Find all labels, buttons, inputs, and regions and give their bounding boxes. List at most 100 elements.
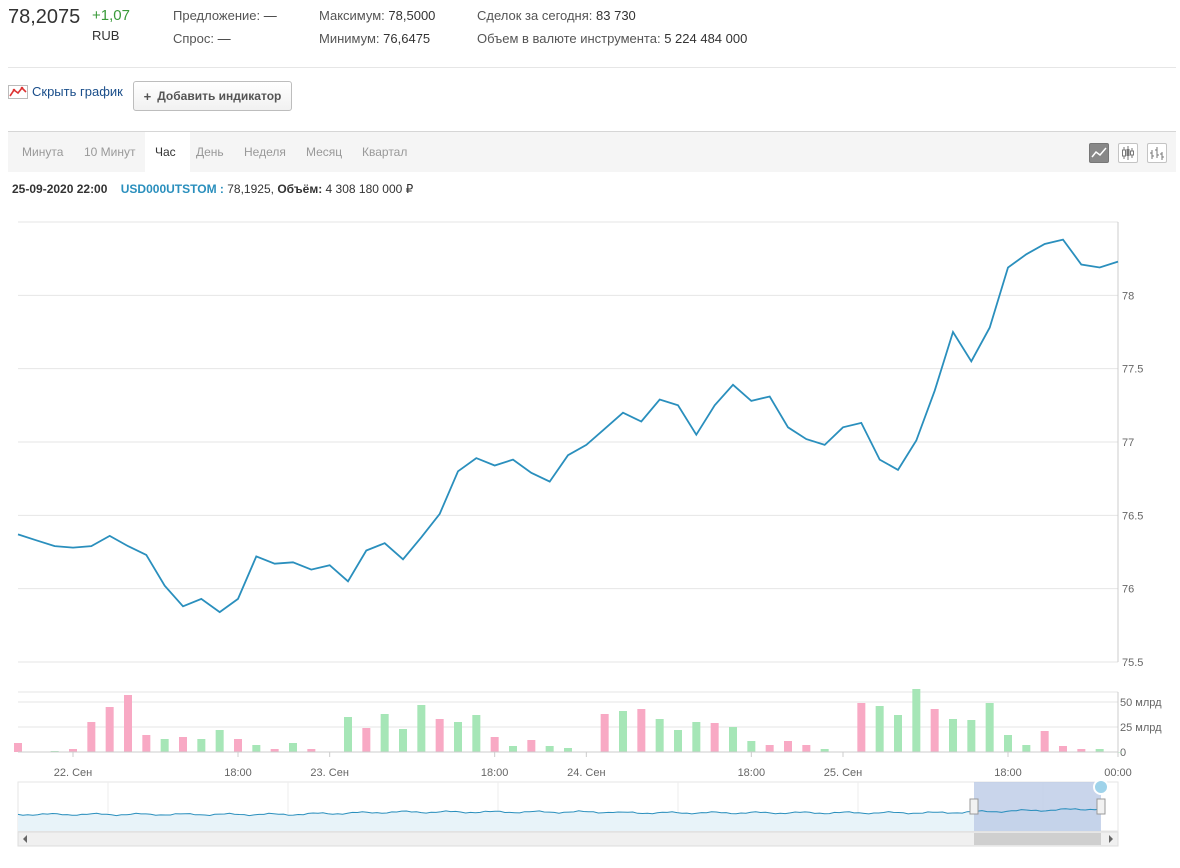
- tab-week[interactable]: Неделя: [244, 145, 286, 159]
- volume-tick-label: 0: [1120, 747, 1126, 759]
- volume-bar: [252, 745, 261, 752]
- navigator-line: [17, 808, 1101, 817]
- bid-value: —: [217, 31, 231, 46]
- last-price: 78,2075: [8, 6, 81, 28]
- tab-month[interactable]: Месяц: [306, 145, 343, 159]
- price-chart[interactable]: 75.5 76 76.5 77 77.5 78 0 25 млрд 50 млрд 22. С…: [0, 210, 1180, 868]
- volume-bar: [344, 717, 352, 752]
- scrollbar-track: [17, 831, 1119, 847]
- time-tick-label: 18:00: [481, 767, 509, 779]
- volume-bar: [655, 719, 664, 752]
- deals-stat: Сделок за сегодня: 83 730: [477, 8, 636, 23]
- price-tick-label: 76: [1122, 584, 1134, 596]
- header-divider: [8, 67, 1176, 68]
- offer-stat: Предложение: —: [173, 8, 277, 23]
- scrollbar-thumb[interactable]: [974, 833, 1101, 845]
- tab-10-minutes[interactable]: 10 Минут: [84, 145, 136, 159]
- volume-tick-label: 50 млрд: [1120, 697, 1162, 709]
- hide-chart-link[interactable]: Скрыть график: [8, 84, 123, 99]
- tab-minute[interactable]: Минута: [22, 145, 64, 159]
- navigator-area: [18, 808, 1100, 831]
- volume-bar: [197, 739, 206, 752]
- volume-bar: [307, 749, 316, 752]
- ohlc-bar-icon[interactable]: [1147, 143, 1167, 163]
- volume-bar: [527, 740, 536, 752]
- timeframe-tabs: Минута 10 Минут Час День Неделя Месяц Кв…: [8, 131, 1176, 172]
- volume-bar: [14, 743, 22, 752]
- info-volume-value: 4 308 180 000 ₽: [325, 182, 414, 196]
- volume-bar: [729, 727, 737, 752]
- volume-bar: [160, 739, 169, 752]
- volume-bar: [1077, 749, 1086, 752]
- min-value: 76,6475: [383, 31, 431, 46]
- time-tick-label: 25. Сен: [824, 767, 862, 779]
- info-volume-label: Объём:: [277, 182, 323, 196]
- volume-bar: [124, 695, 132, 752]
- navigator-handle-left[interactable]: [969, 798, 979, 815]
- navigator-selection: [974, 782, 1101, 831]
- volume-value: 5 224 484 000: [664, 31, 748, 46]
- currency-label: RUB: [92, 28, 120, 43]
- volume-bar: [949, 719, 957, 752]
- bid-stat: Спрос: —: [173, 31, 231, 46]
- line-chart-icon[interactable]: [1089, 143, 1109, 163]
- scroll-right-arrow-icon[interactable]: [1109, 835, 1113, 843]
- tab-quarter[interactable]: Квартал: [362, 145, 408, 159]
- volume-bar: [490, 737, 499, 752]
- time-tick-label: 00:00: [1104, 767, 1132, 779]
- volume-bar: [875, 706, 884, 752]
- volume-bar: [1095, 749, 1104, 752]
- time-tick-label: 18:00: [738, 767, 766, 779]
- volume-bar: [1022, 745, 1031, 752]
- info-datetime: 25-09-2020 22:00: [12, 182, 108, 196]
- price-change: +1,07: [92, 7, 130, 24]
- max-stat: Максимум: 78,5000: [319, 8, 435, 23]
- volume-bar: [142, 735, 151, 752]
- tab-hour[interactable]: Час: [155, 145, 176, 159]
- volume-bar: [435, 719, 444, 752]
- volume-bar: [69, 749, 77, 752]
- offer-label: Предложение:: [173, 8, 261, 23]
- price-tick-label: 77.5: [1122, 364, 1143, 376]
- price-tick-label: 78: [1122, 290, 1134, 302]
- volume-bar: [912, 689, 921, 752]
- volume-bar: [820, 749, 829, 752]
- tab-day[interactable]: День: [196, 145, 224, 159]
- volume-bar: [1040, 731, 1049, 752]
- volume-bar: [967, 720, 976, 752]
- info-value: 78,1925,: [227, 182, 274, 196]
- volume-bar: [179, 737, 187, 752]
- deals-label: Сделок за сегодня:: [477, 8, 593, 23]
- volume-bar: [802, 745, 811, 752]
- add-indicator-button[interactable]: + Добавить индикатор: [133, 81, 292, 111]
- bid-label: Спрос:: [173, 31, 214, 46]
- price-tick-label: 76.5: [1122, 510, 1143, 522]
- volume-bar: [215, 730, 224, 752]
- navigator-handle-right[interactable]: [1096, 798, 1106, 815]
- scroll-left-arrow-icon[interactable]: [23, 835, 27, 843]
- price-tick-label: 77: [1122, 437, 1134, 449]
- volume-bar: [417, 705, 426, 752]
- volume-bar: [765, 745, 774, 752]
- offer-value: —: [263, 8, 277, 23]
- volume-bar: [747, 741, 756, 752]
- active-tab-highlight: [145, 132, 190, 172]
- volume-bar: [87, 722, 96, 752]
- volume-bar: [784, 741, 792, 752]
- volume-label: Объем в валюте инструмента:: [477, 31, 661, 46]
- volume-bar: [105, 707, 114, 752]
- volume-bar: [234, 739, 242, 752]
- volume-bar: [930, 709, 939, 752]
- time-tick-label: 18:00: [224, 767, 252, 779]
- navigator-line-selected: [976, 808, 1101, 813]
- mini-chart-icon: [8, 84, 28, 99]
- time-tick-label: 18:00: [994, 767, 1022, 779]
- max-label: Максимум:: [319, 8, 385, 23]
- volume-bar: [564, 748, 572, 752]
- volume-bar: [399, 729, 407, 752]
- min-label: Минимум:: [319, 31, 380, 46]
- volume-bar: [985, 703, 994, 752]
- candlestick-icon[interactable]: [1118, 143, 1138, 163]
- time-tick-label: 22. Сен: [54, 767, 92, 779]
- volume-bar: [1059, 746, 1067, 752]
